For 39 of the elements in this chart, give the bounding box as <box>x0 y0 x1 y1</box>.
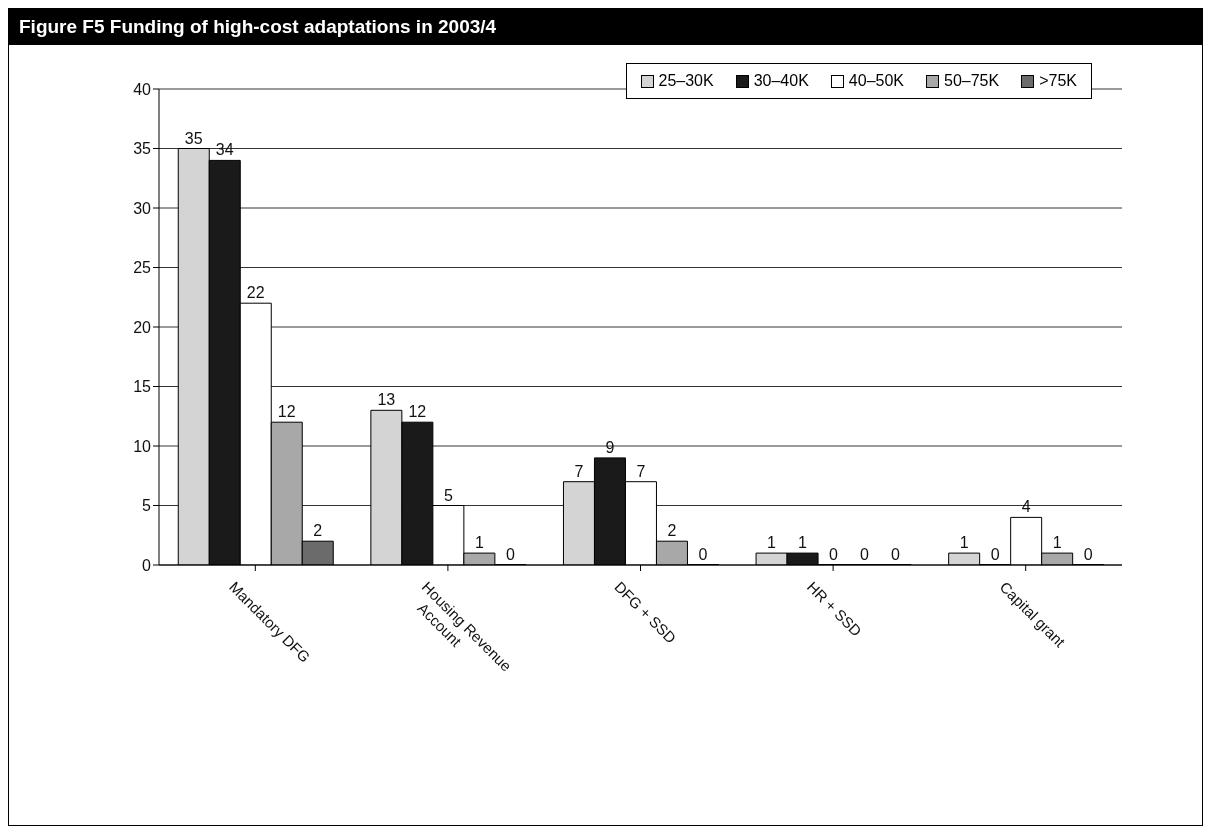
y-tick-label: 30 <box>133 199 152 217</box>
data-label: 1 <box>798 534 808 552</box>
y-tick-label: 20 <box>133 318 152 336</box>
legend-label: 25–30K <box>657 72 714 90</box>
data-label: 2 <box>667 522 677 540</box>
data-label: 1 <box>959 534 969 552</box>
y-tick-label: 15 <box>133 378 152 396</box>
legend-label: 40–50K <box>847 72 905 90</box>
data-label: 13 <box>377 391 396 409</box>
data-label: 0 <box>990 545 1000 563</box>
y-tick-label: 25 <box>133 259 152 277</box>
data-label: 1 <box>1052 534 1062 552</box>
data-label: 0 <box>829 545 839 563</box>
data-label: 7 <box>574 462 584 480</box>
y-tick-label: 40 <box>133 80 152 98</box>
data-label: 9 <box>605 438 615 456</box>
data-label: 0 <box>698 545 708 563</box>
data-label: 0 <box>1083 545 1093 563</box>
legend-label: >75K <box>1038 72 1077 90</box>
y-tick-label: 35 <box>133 140 152 158</box>
data-label: 12 <box>277 403 296 421</box>
data-label: 1 <box>767 534 777 552</box>
data-label: 7 <box>636 462 646 480</box>
data-label: 1 <box>474 534 484 552</box>
chart-title: Figure F5 Funding of high-cost adaptations in 2003/4 <box>19 16 497 38</box>
data-label: 2 <box>313 522 323 540</box>
data-label: 0 <box>505 545 515 563</box>
data-label: 0 <box>891 545 901 563</box>
y-tick-label: 5 <box>142 497 152 515</box>
data-label: 5 <box>443 486 453 504</box>
legend-label: 30–40K <box>752 72 809 90</box>
data-label: 35 <box>184 129 203 147</box>
data-label: 12 <box>408 403 427 421</box>
x-tick-label: HR + SSD <box>803 578 866 640</box>
data-label: 0 <box>860 545 870 563</box>
data-label: 22 <box>246 284 265 302</box>
legend-label: 50–75K <box>943 72 1000 90</box>
y-tick-label: 0 <box>142 556 152 574</box>
y-tick-label: 10 <box>133 437 152 455</box>
